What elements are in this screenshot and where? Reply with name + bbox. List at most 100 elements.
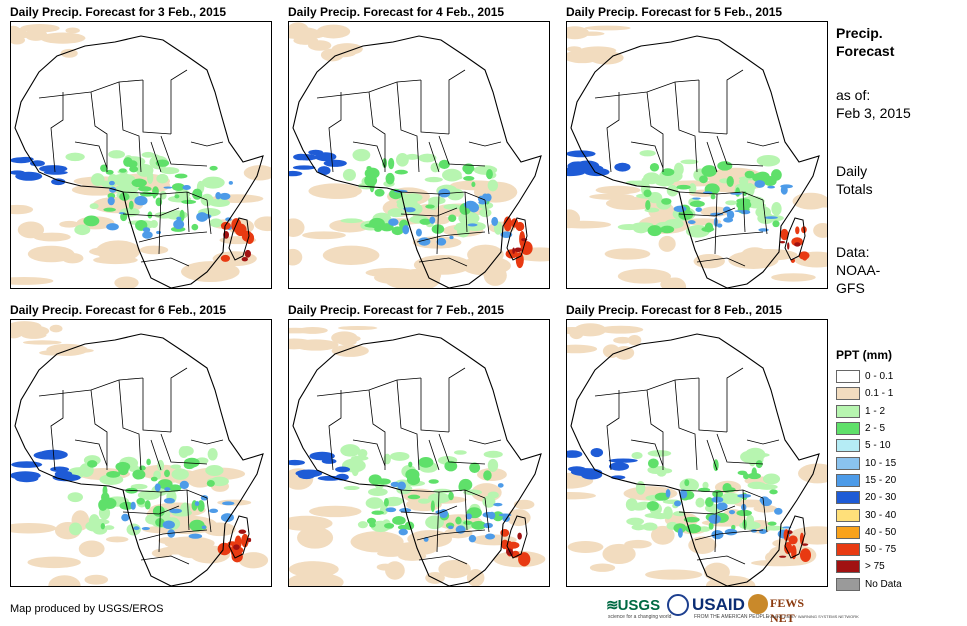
precip-blob	[748, 456, 756, 467]
precip-blob	[767, 185, 776, 189]
precip-blob	[701, 165, 717, 177]
precip-blob	[639, 150, 656, 157]
sidebar-heading: Precip. Forecast	[836, 24, 894, 60]
precip-blob	[22, 340, 62, 345]
precip-blob	[130, 501, 136, 510]
precip-blob	[604, 248, 651, 260]
precip-blob	[430, 500, 435, 513]
precip-blob	[679, 478, 699, 493]
precip-blob	[133, 526, 140, 531]
precip-blob	[309, 505, 362, 518]
precip-blob	[506, 541, 520, 549]
legend-label: No Data	[865, 578, 902, 590]
precip-blob	[209, 508, 219, 514]
precip-blob	[37, 449, 68, 460]
precip-blob	[780, 184, 793, 189]
country-border	[74, 439, 108, 467]
precip-blob	[67, 492, 83, 503]
precip-blob	[756, 154, 781, 167]
legend-label: 40 - 50	[865, 526, 897, 538]
precip-blob	[485, 533, 496, 540]
country-border	[170, 69, 188, 134]
precip-blob	[215, 192, 222, 200]
precip-blob	[247, 537, 252, 543]
precip-blob	[430, 162, 441, 173]
precip-blob	[645, 569, 703, 580]
precip-blob	[716, 502, 728, 511]
country-border	[438, 135, 486, 167]
precip-blob	[11, 276, 54, 285]
precip-blob	[419, 218, 432, 225]
precip-blob	[482, 511, 495, 518]
country-border	[678, 489, 764, 499]
precip-blob	[141, 527, 150, 531]
legend-swatch	[836, 387, 860, 401]
legend-item: 0.1 - 1	[836, 385, 956, 402]
precip-blob	[159, 190, 167, 200]
legend-label: > 75	[865, 561, 885, 573]
precip-blob	[51, 178, 66, 186]
country-border	[150, 141, 162, 173]
precip-blob	[115, 461, 131, 472]
country-border	[400, 207, 458, 217]
precip-map	[10, 21, 272, 289]
precip-blob	[142, 231, 153, 239]
precip-blob	[589, 563, 616, 572]
country-border	[646, 91, 664, 172]
legend-item: 40 - 50	[836, 524, 956, 541]
precip-blob	[289, 327, 318, 334]
precip-blob	[388, 157, 395, 170]
precip-blob	[703, 562, 730, 582]
precip-blob	[162, 520, 175, 530]
country-border	[606, 390, 620, 471]
precip-blob	[567, 492, 596, 500]
precip-blob	[711, 496, 724, 503]
precip-blob	[322, 245, 380, 265]
precip-blob	[154, 483, 161, 492]
legend-item: 0 - 0.1	[836, 368, 956, 385]
country-border	[416, 529, 486, 541]
precip-blob	[570, 468, 603, 477]
precip-blob	[798, 463, 827, 484]
precip-blob	[645, 199, 651, 211]
precip-blob	[39, 165, 68, 173]
precip-blob	[666, 184, 679, 197]
country-border	[138, 529, 208, 541]
precip-blob	[734, 183, 756, 192]
precip-blob	[368, 474, 382, 485]
precip-blob	[331, 344, 369, 357]
precip-blob	[683, 516, 700, 523]
precip-blob	[152, 186, 159, 197]
usaid-seal-icon	[667, 594, 689, 616]
usgs-logo-text: USGS	[617, 597, 661, 614]
precip-blob	[760, 498, 773, 507]
legend-swatch	[836, 577, 860, 591]
precip-blob	[643, 189, 652, 198]
precip-blob	[157, 479, 173, 489]
precip-blob	[449, 175, 463, 180]
precip-blob	[408, 461, 413, 468]
precip-blob	[200, 193, 214, 207]
precip-blob	[21, 331, 47, 339]
country-border	[678, 207, 736, 217]
asof-date: Feb 3, 2015	[836, 105, 911, 121]
precip-blob	[68, 522, 83, 536]
precip-blob	[428, 479, 439, 484]
precip-blob	[438, 559, 471, 579]
precip-blob	[317, 166, 331, 176]
precip-blob	[27, 245, 75, 263]
precip-blob	[365, 497, 384, 509]
precip-blob	[84, 574, 109, 585]
precip-blob	[340, 218, 363, 224]
africa-map-svg	[289, 320, 549, 586]
precip-blob	[769, 489, 778, 495]
precip-blob	[404, 521, 415, 530]
legend-item: 15 - 20	[836, 472, 956, 489]
legend-label: 5 - 10	[865, 440, 891, 452]
precip-blob	[448, 491, 454, 501]
precip-blob	[764, 525, 785, 531]
country-border	[606, 92, 620, 173]
fews-tagline: FAMINE EARLY WARNING SYSTEMS NETWORK	[768, 614, 859, 619]
precip-blob	[337, 325, 378, 331]
asof-label: as of:	[836, 87, 871, 103]
